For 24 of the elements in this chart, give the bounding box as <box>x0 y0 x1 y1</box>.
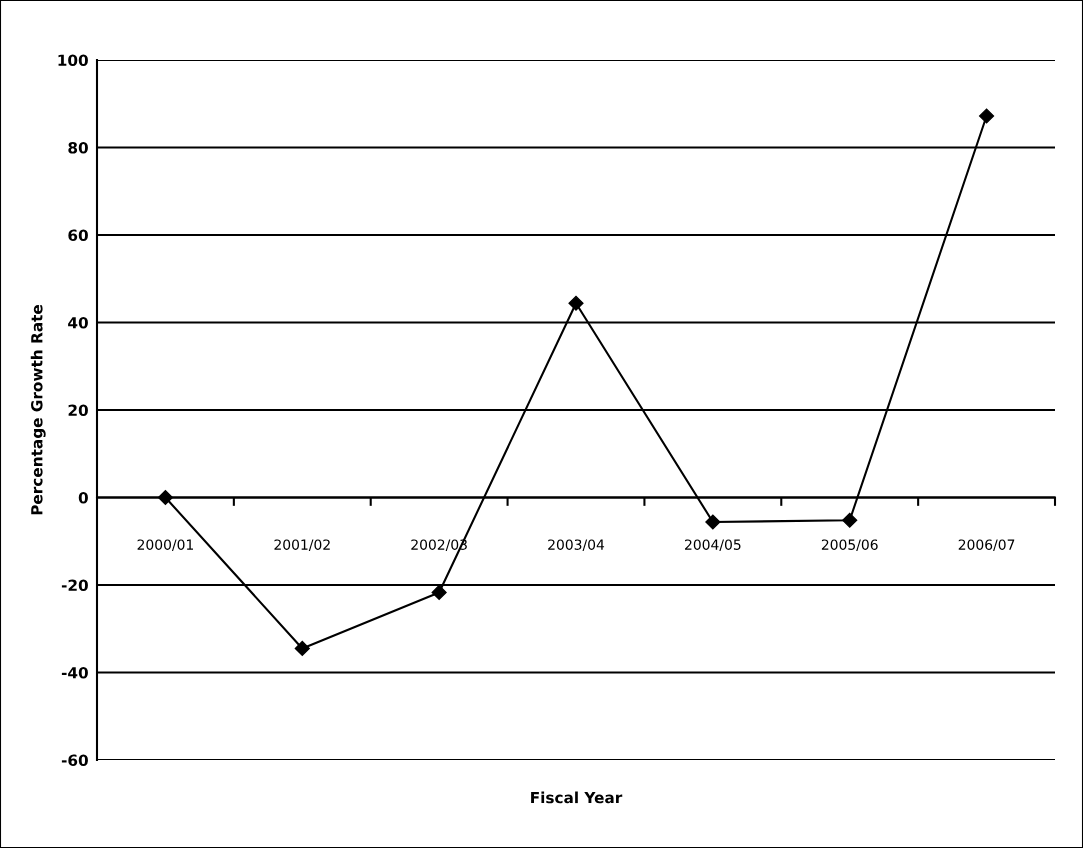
y-tick-label: 40 <box>68 316 88 329</box>
x-tick-label: 2001/02 <box>274 539 330 552</box>
point <box>842 512 858 528</box>
y-tick-label: 0 <box>78 491 88 504</box>
y-tick-label: -40 <box>61 666 88 679</box>
point <box>157 489 173 506</box>
point <box>705 514 721 530</box>
point <box>568 295 584 311</box>
y-tick-label: 100 <box>58 54 88 67</box>
y-tick-label: 60 <box>68 229 88 242</box>
y-tick-label: -20 <box>61 579 88 592</box>
point <box>294 640 310 657</box>
y-axis-title: Percentage Growth Rate <box>30 304 46 515</box>
y-tick-label: 20 <box>68 404 88 417</box>
x-axis-title: Fiscal Year <box>531 791 623 804</box>
x-tick-label: 2003/04 <box>548 539 605 552</box>
x-tick-label: 2004/05 <box>685 539 741 552</box>
x-tick-label: 2005/06 <box>821 539 878 552</box>
point <box>979 108 995 124</box>
y-tick-label: 80 <box>68 141 88 154</box>
x-tick-label: 2000/01 <box>137 539 193 552</box>
y-tick-label: -60 <box>61 754 88 767</box>
point <box>431 584 447 601</box>
x-tick-label: 2006/07 <box>958 539 1015 552</box>
